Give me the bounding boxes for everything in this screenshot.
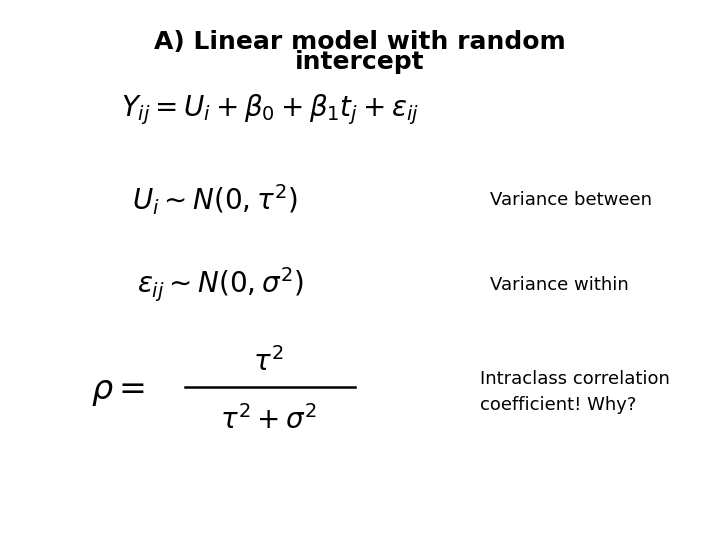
Text: $U_i \sim N(0, \tau^2)$: $U_i \sim N(0, \tau^2)$ [132, 183, 298, 217]
Text: $\varepsilon_{ij} \sim N(0, \sigma^2)$: $\varepsilon_{ij} \sim N(0, \sigma^2)$ [137, 266, 303, 304]
Text: $\rho = $: $\rho = $ [91, 376, 145, 408]
Text: intercept: intercept [295, 50, 425, 74]
Text: Variance between: Variance between [490, 191, 652, 209]
Text: Intraclass correlation
coefficient! Why?: Intraclass correlation coefficient! Why? [480, 370, 670, 414]
Text: $\tau^2$: $\tau^2$ [253, 347, 283, 377]
Text: $Y_{ij} = U_i + \beta_0 + \beta_1 t_j + \varepsilon_{ij}$: $Y_{ij} = U_i + \beta_0 + \beta_1 t_j + … [121, 93, 419, 127]
Text: Variance within: Variance within [490, 276, 629, 294]
Text: $\tau^2 + \sigma^2$: $\tau^2 + \sigma^2$ [220, 405, 316, 435]
Text: A) Linear model with random: A) Linear model with random [154, 30, 566, 54]
